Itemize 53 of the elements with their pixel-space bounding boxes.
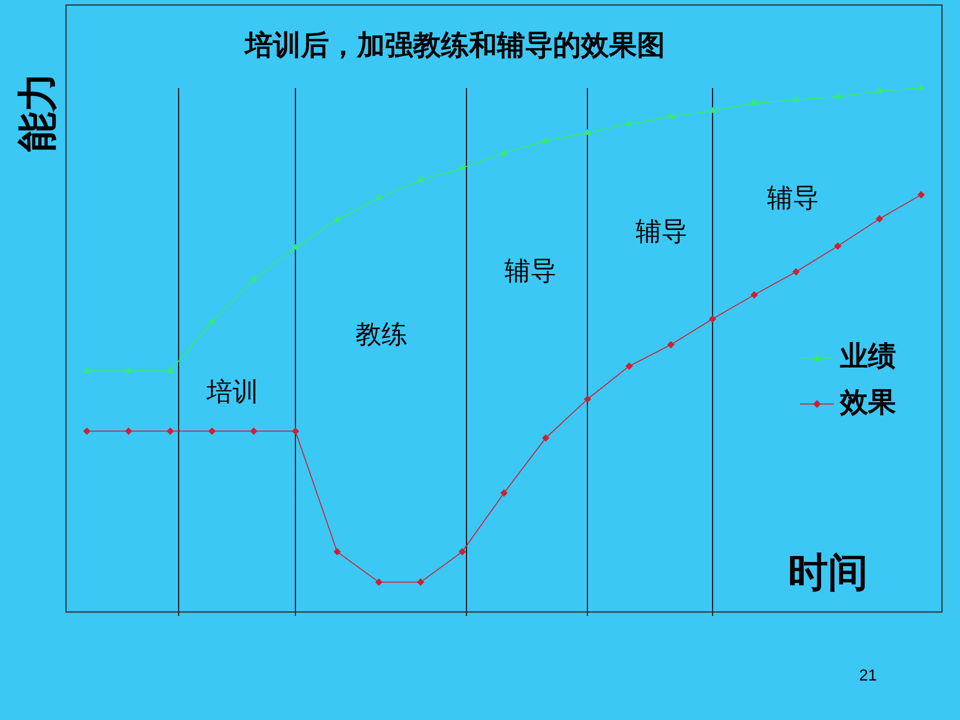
point [459, 164, 466, 170]
point [542, 137, 549, 143]
y-axis-title: 能力 [16, 72, 60, 152]
point [918, 84, 924, 90]
point [292, 244, 299, 250]
point [751, 100, 758, 106]
point [84, 367, 90, 373]
text: 21 [859, 667, 877, 684]
annotation: 培训 [205, 376, 258, 407]
point [667, 341, 674, 348]
point [417, 176, 424, 182]
point [918, 191, 925, 198]
legend-label: 效果 [839, 386, 896, 418]
point [626, 120, 632, 126]
point [376, 194, 382, 200]
x-axis-title: 时间 [788, 551, 868, 596]
point [792, 268, 800, 276]
point [750, 291, 758, 298]
point [626, 362, 633, 370]
point [500, 490, 508, 497]
point [500, 149, 508, 155]
point [208, 318, 216, 324]
annotation: 教练 [355, 318, 408, 349]
annotation: 辅导 [767, 182, 820, 212]
point [876, 215, 883, 222]
annotation: 辅导 [504, 255, 556, 286]
point [250, 428, 258, 435]
point [417, 578, 424, 586]
point [709, 315, 716, 322]
point [125, 428, 132, 435]
point [208, 428, 216, 435]
point [292, 428, 299, 435]
point [876, 87, 883, 93]
point [125, 367, 132, 373]
point [834, 242, 842, 250]
point [334, 216, 340, 222]
point [834, 93, 841, 99]
point [792, 96, 800, 102]
chart-title: 培训后，加强教练和辅导的效果图 [243, 30, 665, 61]
point [250, 276, 257, 282]
point [334, 548, 341, 556]
point [375, 578, 382, 586]
legend-label: 业绩 [839, 340, 896, 372]
point [584, 129, 591, 135]
point [166, 428, 174, 435]
point [167, 367, 174, 373]
point [458, 548, 466, 556]
point [668, 113, 674, 119]
point [709, 107, 716, 113]
point [83, 428, 90, 435]
point [542, 434, 550, 442]
point [584, 396, 591, 403]
annotation: 辅导 [636, 216, 688, 246]
